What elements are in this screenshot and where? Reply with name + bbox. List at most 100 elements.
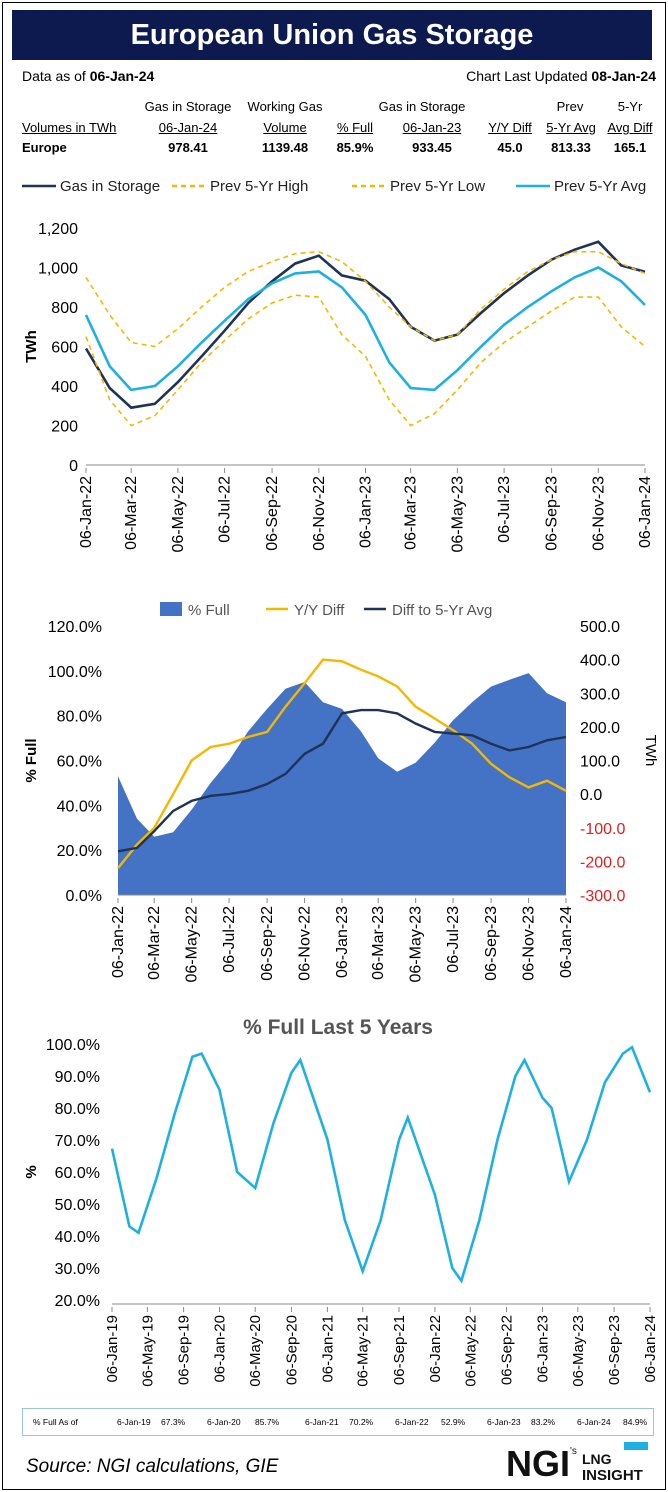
legend-label: Y/Y Diff (294, 602, 345, 619)
y2-axis-label: TWh (642, 735, 659, 767)
y2-tick-label: -100.0 (580, 821, 625, 838)
x-tick-label: 06-May-22 (462, 1315, 479, 1387)
row-val-1: 978.41 (168, 140, 208, 155)
data-as-of: Data as of 06-Jan-24 (22, 68, 155, 84)
y-tick-label: 400 (51, 379, 78, 396)
x-tick-label: 06-Sep-23 (483, 906, 500, 981)
y-axis-label: TWh (23, 330, 40, 362)
x-tick-label: 06-Mar-23 (370, 906, 387, 980)
y-tick-label: 80.0% (57, 709, 102, 726)
legend-label: Prev 5-Yr High (210, 178, 308, 195)
series-line (84, 266, 646, 392)
y-tick-label: 0 (69, 458, 78, 475)
col-bottom-1: 06-Jan-24 (158, 120, 218, 135)
x-tick-label: 06-Jan-21 (319, 1315, 336, 1383)
x-tick-label: 06-Jul-23 (445, 906, 462, 973)
page-title: European Union Gas Storage (12, 10, 652, 60)
col-top-6: Prev (556, 99, 584, 114)
y-axis-label: % Full (23, 738, 40, 782)
y-tick-label: 20.0% (55, 1293, 100, 1310)
series-line (84, 240, 646, 410)
legend-label: % Full (188, 602, 230, 619)
series-line (85, 250, 646, 348)
strip-value: 84.9% (623, 1417, 648, 1427)
x-tick-label: 06-Sep-19 (176, 1315, 193, 1385)
y-tick-label: 20.0% (57, 843, 102, 860)
x-tick-label: 06-May-22 (170, 476, 187, 553)
strip-date: 6-Jan-24 (577, 1417, 611, 1427)
y-tick-label: 90.0% (55, 1069, 100, 1086)
x-tick-label: 06-Sep-22 (499, 1315, 516, 1385)
x-tick-label: 06-Jan-19 (104, 1315, 121, 1383)
x-tick-label: 06-Sep-20 (283, 1315, 300, 1385)
x-tick-label: 06-Sep-23 (544, 476, 561, 551)
logo-ship-icon (624, 1442, 648, 1450)
col-bottom-6: 5-Yr Avg (546, 120, 596, 135)
row-val-3: 85.9% (336, 140, 374, 155)
logo-main: NGI (506, 1443, 570, 1482)
col-bottom-3: % Full (336, 120, 374, 135)
y-tick-label: 120.0% (48, 619, 102, 636)
strip-value: 85.7% (255, 1417, 280, 1427)
x-tick-label: 06-Nov-23 (521, 906, 538, 981)
y-tick-label: 1,000 (38, 261, 78, 278)
x-tick-label: 06-Jan-22 (78, 476, 95, 548)
y-tick-label: 0.0% (66, 888, 102, 905)
y-tick-label: 60.0% (55, 1165, 100, 1182)
legend-swatch (160, 602, 182, 616)
row-val-4: 933.45 (412, 140, 452, 155)
x-tick-label: 06-May-22 (184, 906, 201, 983)
legend-label: Gas in Storage (60, 178, 160, 195)
series-line (117, 658, 567, 869)
last-updated: Chart Last Updated 08-Jan-24 (466, 68, 656, 84)
y-tick-label: 800 (51, 300, 78, 317)
x-tick-label: 06-Jan-24 (637, 476, 654, 548)
col-bottom-4: 06-Jan-23 (402, 120, 462, 135)
chart-title: % Full Last 5 Years (243, 1016, 433, 1039)
x-tick-label: 06-Nov-22 (297, 906, 314, 981)
y-tick-label: 100.0% (46, 1037, 100, 1054)
logo-line1: LNG (582, 1451, 612, 1467)
series-line (117, 708, 567, 853)
y2-tick-label: 400.0 (580, 653, 620, 670)
strip-label: % Full As of (33, 1417, 78, 1427)
x-tick-label: 06-Jul-22 (217, 476, 234, 543)
y-tick-label: 600 (51, 340, 78, 357)
ngi-lng-insight-logo: NGI 's LNG INSIGHT (506, 1442, 648, 1482)
y-axis-label: % (23, 1165, 40, 1178)
series-line (85, 294, 646, 427)
col-top-2: Working Gas (247, 99, 323, 114)
chart-percent-full: % Full Y/Y Diff Diff to 5-Yr Avg 0.0% 20.0% 4… (23, 602, 659, 983)
col-top-4: Gas in Storage (378, 99, 466, 114)
percent-full-strip: % Full As of 6-Jan-19 67.3% 6-Jan-20 85.… (22, 1408, 654, 1436)
x-tick-label: 06-Sep-22 (259, 906, 276, 981)
strip-date: 6-Jan-20 (207, 1417, 241, 1427)
x-tick-label: 06-May-23 (449, 476, 466, 553)
y-tick-label: 60.0% (57, 754, 102, 771)
x-tick-label: 06-May-23 (570, 1315, 587, 1387)
strip-date: 6-Jan-19 (117, 1417, 151, 1427)
x-tick-label: 06-Sep-22 (264, 476, 281, 551)
y2-tick-label: -200.0 (580, 854, 625, 871)
source-note: Source: NGI calculations, GIE (26, 1456, 279, 1477)
x-tick-label: 06-Jul-23 (496, 476, 513, 543)
y-tick-label: 1,200 (38, 221, 78, 238)
y2-tick-label: -300.0 (580, 888, 625, 905)
strip-date: 6-Jan-21 (305, 1417, 339, 1427)
row-region: Europe (22, 140, 67, 155)
legend-label: Diff to 5-Yr Avg (392, 602, 492, 619)
area-percent-full (118, 673, 566, 895)
y-tick-label: 100.0% (48, 664, 102, 681)
x-tick-label: 06-Jan-23 (334, 906, 351, 978)
x-tick-label: 06-Jan-22 (110, 906, 127, 978)
y2-tick-label: 100.0 (580, 754, 620, 771)
x-tick-label: 06-Nov-23 (590, 476, 607, 551)
y-tick-label: 40.0% (55, 1229, 100, 1246)
y-tick-label: 30.0% (55, 1261, 100, 1278)
x-tick-label: 06-Mar-22 (123, 476, 140, 550)
x-tick-label: 06-Jul-22 (221, 906, 238, 973)
y2-tick-label: 0.0 (580, 787, 602, 804)
x-tick-label: 06-May-23 (408, 906, 425, 983)
x-tick-label: 06-Jan-24 (558, 906, 575, 978)
col-top-7: 5-Yr (617, 99, 643, 114)
